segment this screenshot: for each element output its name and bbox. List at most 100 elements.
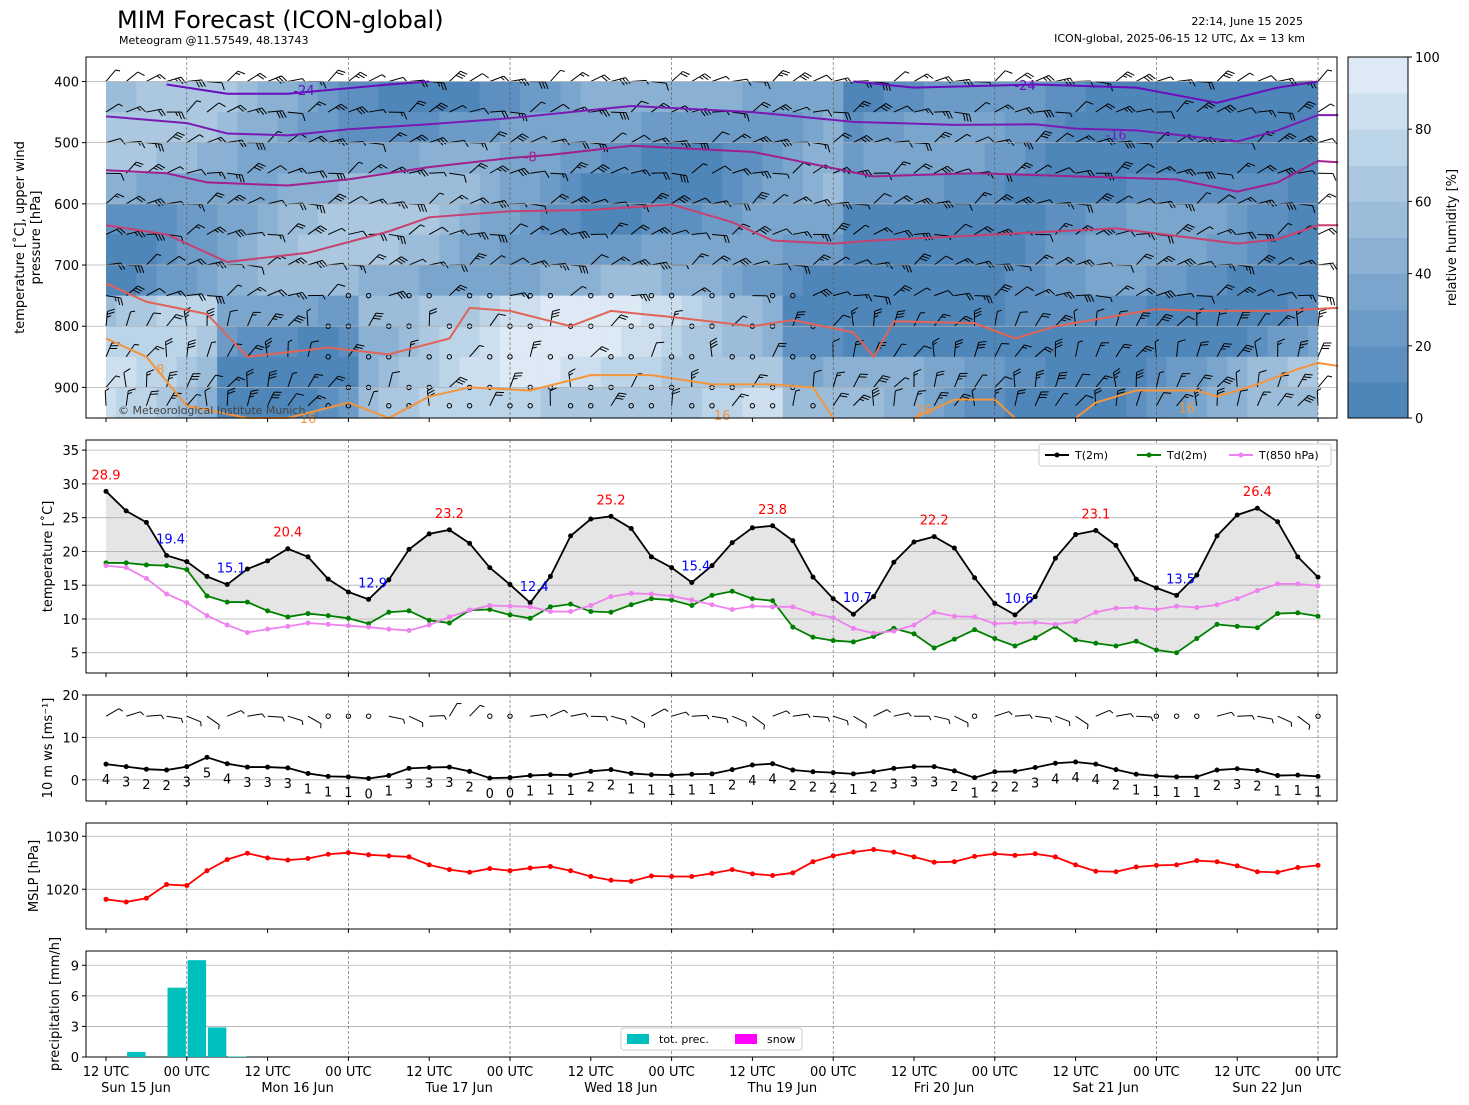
precip-frame <box>85 950 1338 1058</box>
upper-wind-barb-shaft <box>1035 199 1050 205</box>
upper-wind-barb-calm <box>406 384 412 391</box>
upper-wind-barb-flag <box>1328 228 1335 235</box>
upper-wind-barb-flag <box>599 143 602 149</box>
humidity-cell <box>1025 234 1046 266</box>
upper-wind-barb-flag <box>620 222 629 226</box>
upper-wind-barb <box>590 164 610 174</box>
upper-wind-barb <box>812 254 832 266</box>
upper-wind-barb-flag <box>521 79 527 87</box>
data-point <box>426 531 432 537</box>
upper-wind-barb-flag <box>907 229 914 237</box>
upper-wind-barb-flag <box>192 373 201 375</box>
humidity-cell <box>944 265 966 297</box>
upper-wind-barb-flag <box>968 203 973 212</box>
data-point <box>628 590 634 596</box>
wind-speed-point <box>790 767 796 773</box>
upper-wind-barb <box>671 195 691 205</box>
wind-speed-label: 2 <box>1253 779 1261 794</box>
upper-wind-barb-flag <box>664 227 671 233</box>
upper-wind-barb-flag <box>217 228 224 234</box>
wind-speed-point <box>527 773 533 779</box>
x-date-label: Tue 17 Jun <box>425 1081 493 1096</box>
upper-wind-barb <box>267 370 278 388</box>
humidity-cell <box>358 387 380 419</box>
upper-wind-barb-flag <box>376 256 385 260</box>
surface-wind-barb <box>1173 713 1180 719</box>
upper-wind-barb <box>206 192 225 205</box>
colorbar-tick-label: 0 <box>1415 412 1423 427</box>
upper-wind-barb-flag <box>541 101 546 105</box>
upper-wind-barb-flag <box>175 111 179 117</box>
upper-wind-barb <box>530 170 550 178</box>
humidity-cell <box>297 203 319 236</box>
upper-wind-barb <box>550 193 569 205</box>
data-point <box>1214 621 1220 627</box>
surface-wind-barb <box>325 713 331 719</box>
humidity-cell <box>1004 112 1026 144</box>
upper-wind-barb-flag <box>1009 174 1013 182</box>
series-t2m <box>103 488 1321 618</box>
upper-wind-barb-flag <box>1225 286 1233 291</box>
upper-wind-barb-flag <box>1055 344 1063 349</box>
upper-wind-barb <box>913 312 926 327</box>
upper-wind-barb <box>247 344 265 358</box>
upper-wind-barb <box>971 387 976 406</box>
mslp-point <box>931 859 937 865</box>
upper-wind-barb-flag <box>1205 104 1214 109</box>
upper-wind-barb-flag <box>738 227 744 231</box>
upper-wind-barb-flag <box>947 290 954 297</box>
upper-wind-barb <box>711 165 732 174</box>
surface-wind-barb-flag <box>422 722 424 728</box>
surface-wind-barb-flag <box>140 711 144 716</box>
upper-wind-barb-flag <box>155 165 163 171</box>
upper-wind-barb-flag <box>1066 132 1075 138</box>
upper-wind-barb-flag <box>443 82 447 91</box>
colorbar-label-text: relative humidity [%] <box>1445 169 1460 306</box>
upper-wind-barb-shaft <box>1014 312 1021 327</box>
upper-wind-barb-flag <box>1130 265 1135 273</box>
upper-wind-barb-flag <box>338 105 345 111</box>
surface-wind-barb-shaft <box>1035 715 1051 719</box>
mslp-point <box>951 859 957 865</box>
upper-wind-barb <box>267 110 287 119</box>
upper-wind-barb-calm <box>790 354 796 360</box>
upper-wind-barb <box>186 293 206 301</box>
data-point <box>1254 625 1260 631</box>
surface-wind-barb <box>1194 713 1200 719</box>
upper-wind-barb-flag <box>455 288 461 292</box>
wind-speed-label: 4 <box>748 774 756 789</box>
humidity-cell <box>621 203 642 236</box>
upper-wind-barb-flag <box>246 371 254 376</box>
upper-wind-barb-calm <box>729 354 735 360</box>
upper-wind-barb-flag <box>958 375 967 377</box>
upper-wind-barb <box>267 233 286 243</box>
wind-speed-label: 4 <box>768 773 776 788</box>
upper-wind-barb-flag <box>1106 228 1113 235</box>
upper-wind-barb-flag <box>276 111 281 119</box>
upper-wind-barb-flag <box>533 343 541 346</box>
mslp-point <box>1275 869 1281 875</box>
data-point <box>1174 603 1180 609</box>
upper-wind-barb-flag <box>157 199 164 206</box>
upper-wind-barb-flag <box>823 254 832 259</box>
upper-wind-barb-flag <box>1182 373 1191 375</box>
upper-wind-barb <box>1216 284 1235 296</box>
upper-wind-barb-calm <box>668 354 675 360</box>
upper-wind-barb-flag <box>455 74 464 79</box>
humidity-cell <box>843 142 865 174</box>
upper-wind-barb-flag <box>984 227 992 233</box>
upper-wind-barb-flag <box>436 106 444 111</box>
upper-wind-barb-shaft <box>267 199 283 205</box>
upper-wind-barb-shaft <box>974 136 989 144</box>
upper-wind-barb-flag <box>1191 79 1196 87</box>
surface-wind-barb-calm <box>1194 713 1200 719</box>
wind-speed-point <box>931 764 937 770</box>
upper-wind-barb <box>954 223 973 235</box>
upper-wind-barb <box>287 393 305 407</box>
upper-wind-barb-flag <box>1122 346 1131 349</box>
wind-speed-point <box>628 770 634 776</box>
upper-wind-barb-shaft <box>206 374 217 388</box>
upper-wind-barb-shaft <box>489 313 499 327</box>
humidity-cell <box>318 326 339 358</box>
upper-wind-barb-shaft <box>104 390 107 406</box>
